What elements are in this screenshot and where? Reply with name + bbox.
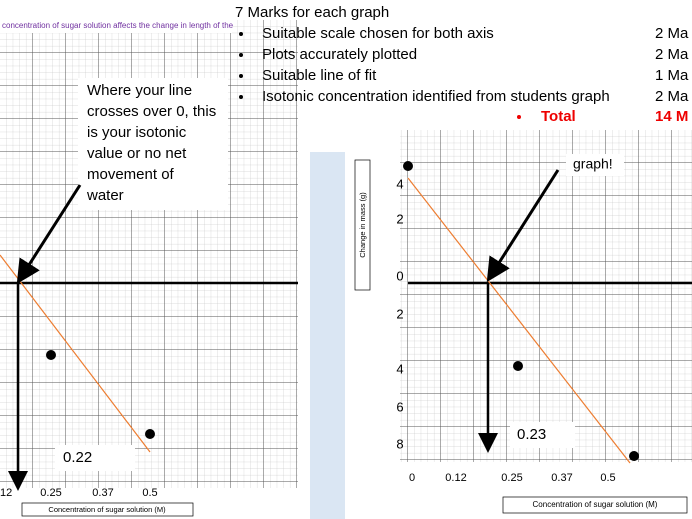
note-bg: [566, 154, 624, 176]
title-bg: [0, 18, 232, 33]
point: [145, 429, 155, 439]
criterion: Suitable scale chosen for both axis: [262, 25, 494, 42]
callout-line: is your isotonic: [87, 124, 187, 141]
criterion: Plots accurately plotted: [262, 46, 417, 63]
marks-list: 7 Marks for each graph Suitable scale cho…: [235, 4, 689, 125]
x-tick-labels: 0 0.12 0.25 0.37 0.5: [409, 472, 616, 484]
x-tick-label: 0.37: [551, 472, 572, 484]
x-tick-label: 0: [409, 472, 415, 484]
callout-line: water: [86, 187, 124, 204]
point: [513, 361, 523, 371]
divider: [310, 152, 345, 519]
x-tick-labels: 12 0.25 0.37 0.5: [0, 487, 158, 499]
callout-line: value or no net: [87, 145, 187, 162]
point: [46, 350, 56, 360]
bullet: [517, 115, 521, 119]
callout-line: movement of: [87, 166, 175, 183]
criterion-marks: 2 Ma: [655, 25, 689, 42]
callout: Where your line crosses over 0, this is yo…: [86, 82, 216, 204]
bullet: [239, 32, 243, 36]
point: [629, 451, 639, 461]
x-tick-label: 0.37: [92, 487, 113, 499]
arrow: [486, 169, 560, 283]
y-axis-label: Change in mass (g): [358, 192, 367, 258]
bullet: [239, 74, 243, 78]
x-tick-label: 0.12: [445, 472, 466, 484]
x-label-box: [502, 496, 688, 514]
y-tick-label: 2: [396, 211, 403, 226]
x-label-box: [21, 502, 194, 517]
arrow: [16, 184, 82, 285]
callout-line: Where your line: [87, 82, 192, 99]
graph-title: concentration of sugar solution affects …: [2, 21, 234, 30]
x-tick-label: 0.25: [501, 472, 522, 484]
criterion-marks: 1 Ma: [655, 67, 689, 84]
total-label: Total: [541, 108, 576, 125]
marks-heading: 7 Marks for each graph: [235, 4, 389, 21]
bullet: [239, 53, 243, 57]
answer-box: [510, 422, 575, 448]
callout-box: [78, 78, 228, 210]
bullet: [239, 95, 243, 99]
point: [403, 161, 413, 171]
answer-box: [55, 445, 135, 471]
y-tick-label: 4: [396, 361, 403, 376]
criterion: Isotonic concentration identified from s…: [262, 88, 610, 105]
callout-line: crosses over 0, this: [87, 103, 216, 120]
line-of-fit: [0, 254, 151, 453]
x-tick-label: 0.5: [600, 472, 615, 484]
note: graph!: [573, 156, 613, 172]
line-of-fit: [407, 177, 631, 464]
y-tick-label: 6: [396, 399, 403, 414]
answer: 0.22: [63, 449, 92, 466]
x-tick-label: 0.5: [142, 487, 157, 499]
criterion-marks: 2 Ma: [655, 46, 689, 63]
total-marks: 14 M: [655, 108, 688, 125]
y-tick-label: 0: [396, 268, 403, 283]
criterion: Suitable line of fit: [262, 67, 377, 84]
y-label-box: [354, 159, 371, 291]
x-axis-label: Concentration of sugar solution (M): [48, 505, 166, 514]
y-tick-labels: 4 2 0 2 4 6 8: [396, 176, 403, 451]
x-tick-label: 0.25: [40, 487, 61, 499]
x-tick-label: 12: [0, 487, 12, 499]
y-tick-label: 4: [396, 176, 403, 191]
y-tick-label: 8: [396, 436, 403, 451]
criterion-marks: 2 Ma: [655, 88, 689, 105]
y-tick-label: 2: [396, 306, 403, 321]
x-axis-label: Concentration of sugar solution (M): [533, 500, 658, 509]
answer: 0.23: [517, 426, 546, 443]
graph-paper: [400, 130, 692, 462]
